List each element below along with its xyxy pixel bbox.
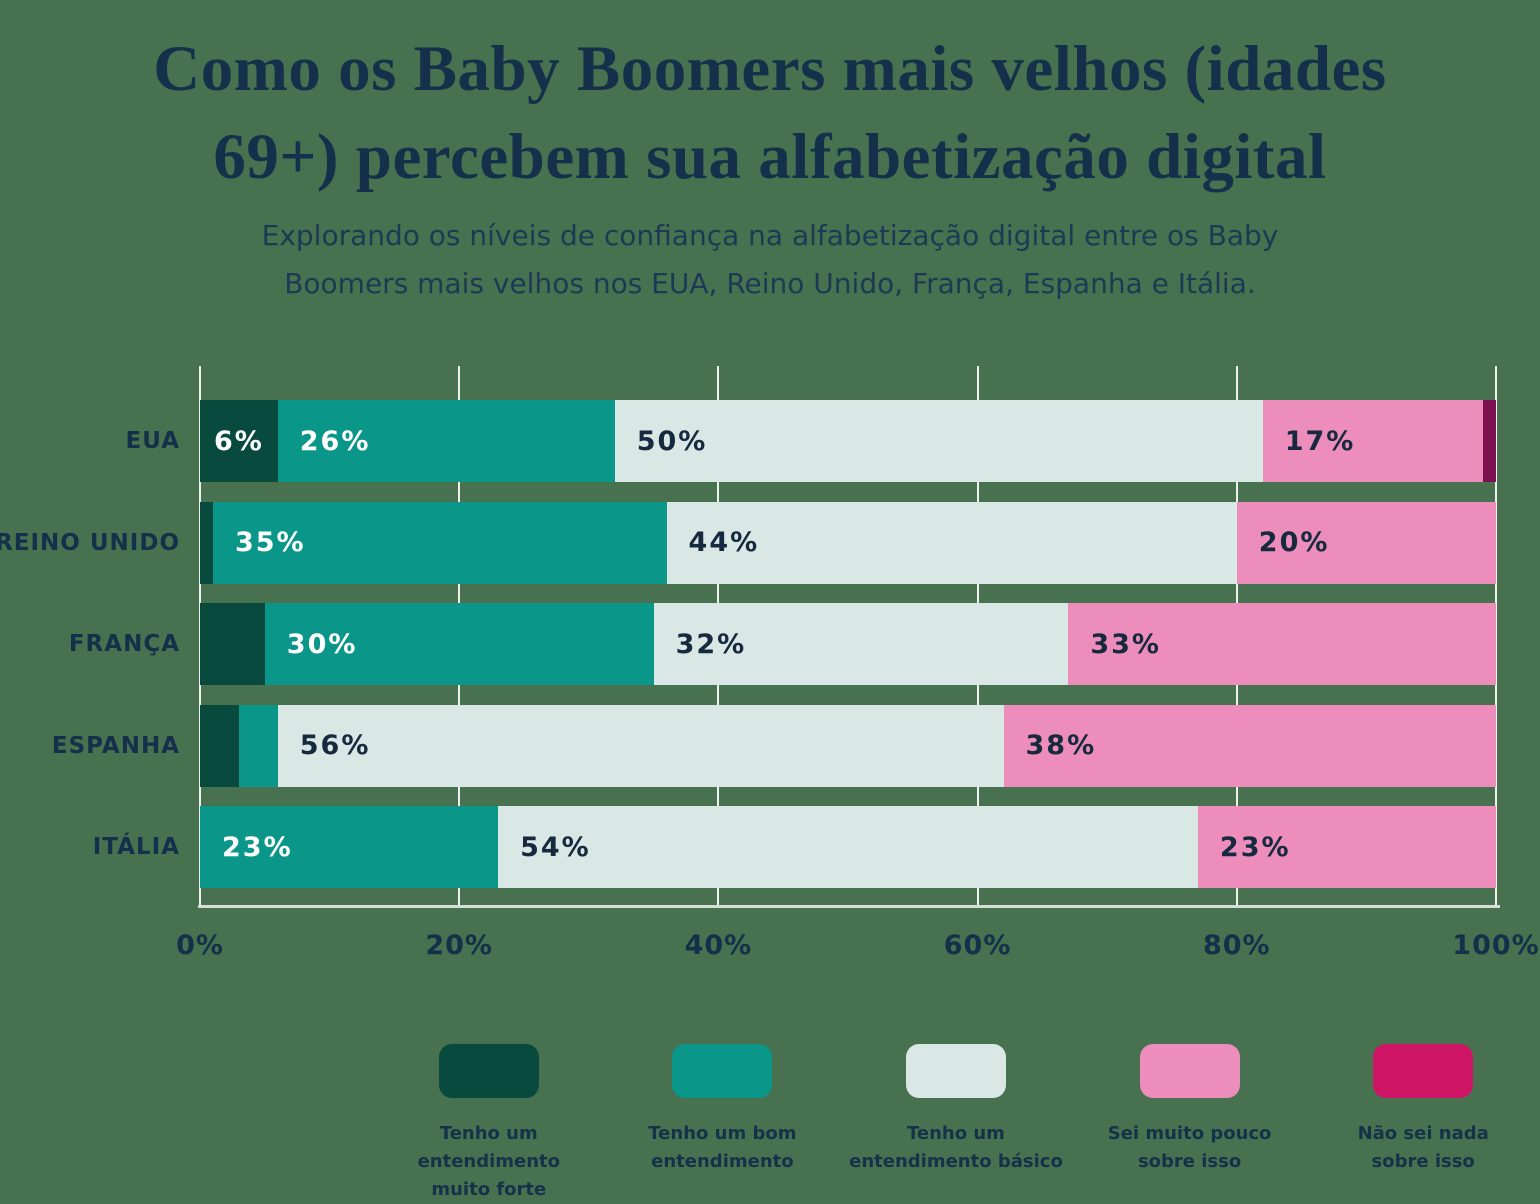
plot-area: 6% 26% 50% 17% 35% 44% 20% 30% 32% 33% 56% 38% 23% 54… <box>198 366 1500 908</box>
segment-series1: 6% <box>200 400 278 482</box>
legend-label-1: Tenho um entendimento muito forte <box>417 1123 561 1200</box>
segment-series3: 32% <box>653 603 1069 685</box>
bar-row-eua: 6% 26% 50% 17% <box>200 400 1496 482</box>
chart-subtitle-line2: Boomers mais velhos nos EUA, Reino Unido… <box>284 267 1256 301</box>
category-label-frança: FRANÇA <box>68 631 180 657</box>
segment-series2: 30% <box>264 603 654 685</box>
tick-label-20%: 20% <box>425 930 493 961</box>
segment-series5 <box>1483 400 1496 482</box>
chart-subtitle: Explorando os níveis de confiança na alf… <box>0 212 1540 308</box>
value-label: 6% <box>213 425 264 457</box>
legend: Tenho um entendimento muito forte Tenho um… <box>372 1044 1540 1204</box>
value-label: 32% <box>675 628 747 660</box>
value-label: 23% <box>222 831 293 863</box>
legend-swatch-2 <box>672 1044 773 1098</box>
legend-swatch-1 <box>438 1044 539 1098</box>
legend-swatch-5 <box>1373 1044 1474 1098</box>
category-label-espanha: ESPANHA <box>51 732 180 759</box>
legend-item-2: Tenho um bom entendimento <box>606 1044 840 1204</box>
bar-row-itália: 23% 54% 23% <box>200 806 1496 888</box>
category-label-reino-unido: REINO UNIDO <box>0 529 180 556</box>
value-label: 17% <box>1284 425 1356 457</box>
bar-row-frança: 30% 32% 33% <box>200 603 1496 685</box>
value-label: 50% <box>636 425 708 457</box>
value-label: 23% <box>1219 831 1291 863</box>
x-axis-line <box>198 905 1500 908</box>
value-label: 35% <box>234 527 306 558</box>
segment-series3: 50% <box>614 400 1263 482</box>
legend-swatch-4 <box>1139 1044 1240 1098</box>
segment-series2: 23% <box>200 806 499 888</box>
segment-series1 <box>200 501 213 584</box>
segment-series4: 20% <box>1236 501 1496 584</box>
legend-label-5: Não sei nada sobre isso <box>1357 1123 1489 1172</box>
segment-series2: 35% <box>212 501 667 584</box>
value-label: 20% <box>1258 527 1330 558</box>
tick-label-60%: 60% <box>943 930 1012 961</box>
legend-label-2: Tenho um bom entendimento <box>648 1123 797 1172</box>
category-label-itália: ITÁLIA <box>92 834 180 860</box>
value-label: 44% <box>688 527 760 558</box>
value-label: 38% <box>1025 730 1097 761</box>
chart-title-line2: 69+) percebem sua alfabetização digital <box>213 120 1327 193</box>
legend-label-4: Sei muito pouco sobre isso <box>1107 1123 1272 1172</box>
tick-label-0%: 0% <box>176 930 224 961</box>
legend-item-5: Não sei nada sobre isso <box>1306 1044 1540 1204</box>
legend-swatch-3 <box>905 1044 1006 1098</box>
chart-title-line1: Como os Baby Boomers mais velhos (idades <box>153 33 1387 105</box>
value-label: 33% <box>1090 628 1161 660</box>
segment-series4: 38% <box>1003 704 1496 787</box>
gridline-100% <box>1495 366 1497 908</box>
tick-label-80%: 80% <box>1202 930 1271 961</box>
tick-label-100%: 100% <box>1452 930 1540 961</box>
segment-series2: 26% <box>277 400 615 482</box>
segment-series3: 44% <box>666 501 1237 584</box>
tick-label-40%: 40% <box>684 930 753 961</box>
value-label: 56% <box>299 730 371 761</box>
segment-series1 <box>200 603 265 685</box>
chart-subtitle-line1: Explorando os níveis de confiança na alf… <box>261 219 1279 252</box>
segment-series4: 17% <box>1262 400 1484 482</box>
value-label: 30% <box>286 628 358 660</box>
value-label: 26% <box>299 425 371 457</box>
segment-series3: 56% <box>277 704 1004 787</box>
segment-series4: 23% <box>1197 806 1496 888</box>
value-label: 54% <box>520 831 591 863</box>
segment-series4: 33% <box>1068 603 1496 685</box>
bar-row-reino-unido: 35% 44% 20% <box>200 501 1496 584</box>
segment-series3: 54% <box>498 806 1198 888</box>
bar-row-espanha: 56% 38% <box>200 704 1496 787</box>
legend-item-3: Tenho um entendimento básico <box>839 1044 1073 1204</box>
legend-item-4: Sei muito pouco sobre isso <box>1073 1044 1307 1204</box>
segment-series2 <box>238 704 278 787</box>
segment-series1 <box>200 704 239 787</box>
chart-title: Como os Baby Boomers mais velhos (idades… <box>0 26 1540 202</box>
legend-item-1: Tenho um entendimento muito forte <box>372 1044 606 1204</box>
category-label-eua: EUA <box>125 428 180 454</box>
legend-label-3: Tenho um entendimento básico <box>849 1123 1063 1172</box>
